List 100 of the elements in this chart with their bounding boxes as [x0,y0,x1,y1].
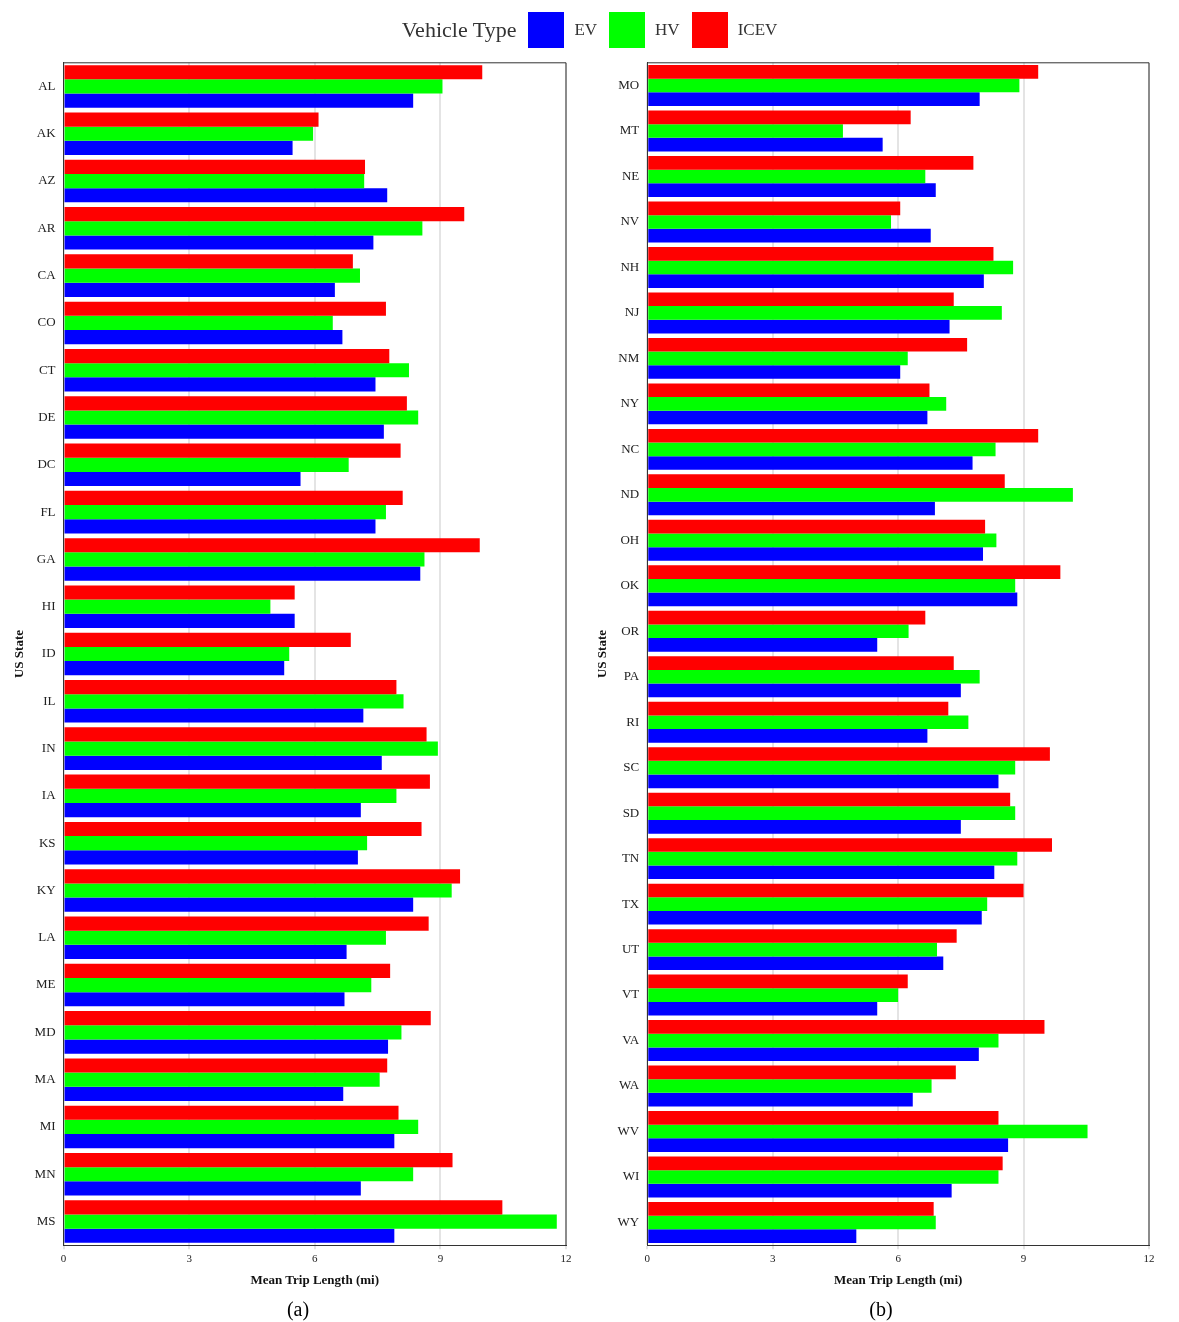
bar [648,1079,932,1093]
legend-title: Vehicle Type [401,17,517,43]
y-tick-label: NV [620,213,640,229]
bar [648,215,892,229]
bar [64,457,349,472]
y-tick-label: HI [41,598,56,614]
bar [64,977,372,993]
bar [64,159,366,174]
bar [64,1072,380,1087]
y-tick-label: ME [36,976,56,992]
bar [648,865,995,880]
bar [64,1167,414,1182]
bar [648,124,843,138]
bar [64,850,358,865]
bar [648,292,954,307]
bar [648,760,1016,775]
bar [64,613,295,628]
bar [64,1039,389,1054]
bar [648,565,1061,579]
bar [648,169,926,184]
text: (b) [868,1298,894,1321]
bar [64,348,390,364]
bar [64,1025,402,1040]
bar [648,942,938,957]
y-tick-label: DC [37,456,56,472]
bar [648,669,980,684]
bar [64,315,333,331]
bar [648,1065,956,1080]
bar [64,916,429,931]
bar [64,377,376,392]
bar [64,661,285,676]
bar [648,610,926,625]
y-tick-label: KY [36,881,57,897]
bar [64,755,382,770]
bar [64,235,374,250]
bar [64,992,345,1007]
bar [648,533,997,548]
bar [64,1134,395,1149]
bar [648,547,984,561]
bar [64,1228,395,1243]
y-tick-label: UT [621,941,640,957]
bar [648,442,996,457]
bar [64,585,295,600]
bar [64,490,403,506]
x-tick-label: 3 [186,1251,193,1264]
bar [648,1138,1009,1152]
bar [64,1200,503,1215]
y-tick-label: OH [620,531,640,547]
bar [648,792,1011,807]
bar [64,396,407,411]
y-tick-label: RI [626,713,640,729]
y-tick-label: ND [620,486,640,502]
bar [64,566,421,581]
bar [64,1086,344,1101]
y-axis-title: US State [594,629,610,679]
bar [64,632,351,647]
y-tick-label: NJ [624,304,640,320]
y-tick-label: IA [41,787,57,803]
x-tick-label: 9 [437,1251,444,1264]
y-tick-label: VA [622,1031,640,1047]
bar [64,330,343,345]
bar [64,552,425,567]
bar [64,443,401,458]
bar [648,578,1016,593]
y-tick-label: NM [618,349,640,365]
bar [64,694,404,709]
bar [648,260,1014,275]
bar [64,254,353,269]
y-tick-label: MD [34,1023,56,1039]
bar [648,519,986,534]
bar [64,112,319,127]
bar [648,156,974,170]
bar [648,337,968,352]
x-tick-label: 6 [895,1251,902,1264]
y-tick-label: TX [621,895,640,911]
legend-label: HV [655,20,680,40]
bar [648,1124,1088,1139]
bar [64,1105,399,1120]
bar [648,274,984,288]
y-tick-label: SC [623,759,640,775]
bar [648,683,961,698]
bar [64,1119,419,1135]
bar [64,410,419,425]
bar [64,519,376,534]
bar [64,173,365,189]
x-axis-title: Mean Trip Length (mi) [250,1271,379,1287]
bar [64,1058,388,1073]
bar [648,65,1039,79]
bar [64,221,423,236]
bar [648,365,901,379]
bar [64,65,483,80]
y-tick-label: WY [617,1213,640,1229]
bar [648,929,957,943]
bar [64,301,386,316]
legend-label: ICEV [737,20,778,40]
bar [648,428,1039,443]
x-tick-label: 0 [60,1251,67,1264]
y-tick-label: CA [37,267,57,283]
bar [648,1047,979,1062]
bar [648,474,1005,489]
